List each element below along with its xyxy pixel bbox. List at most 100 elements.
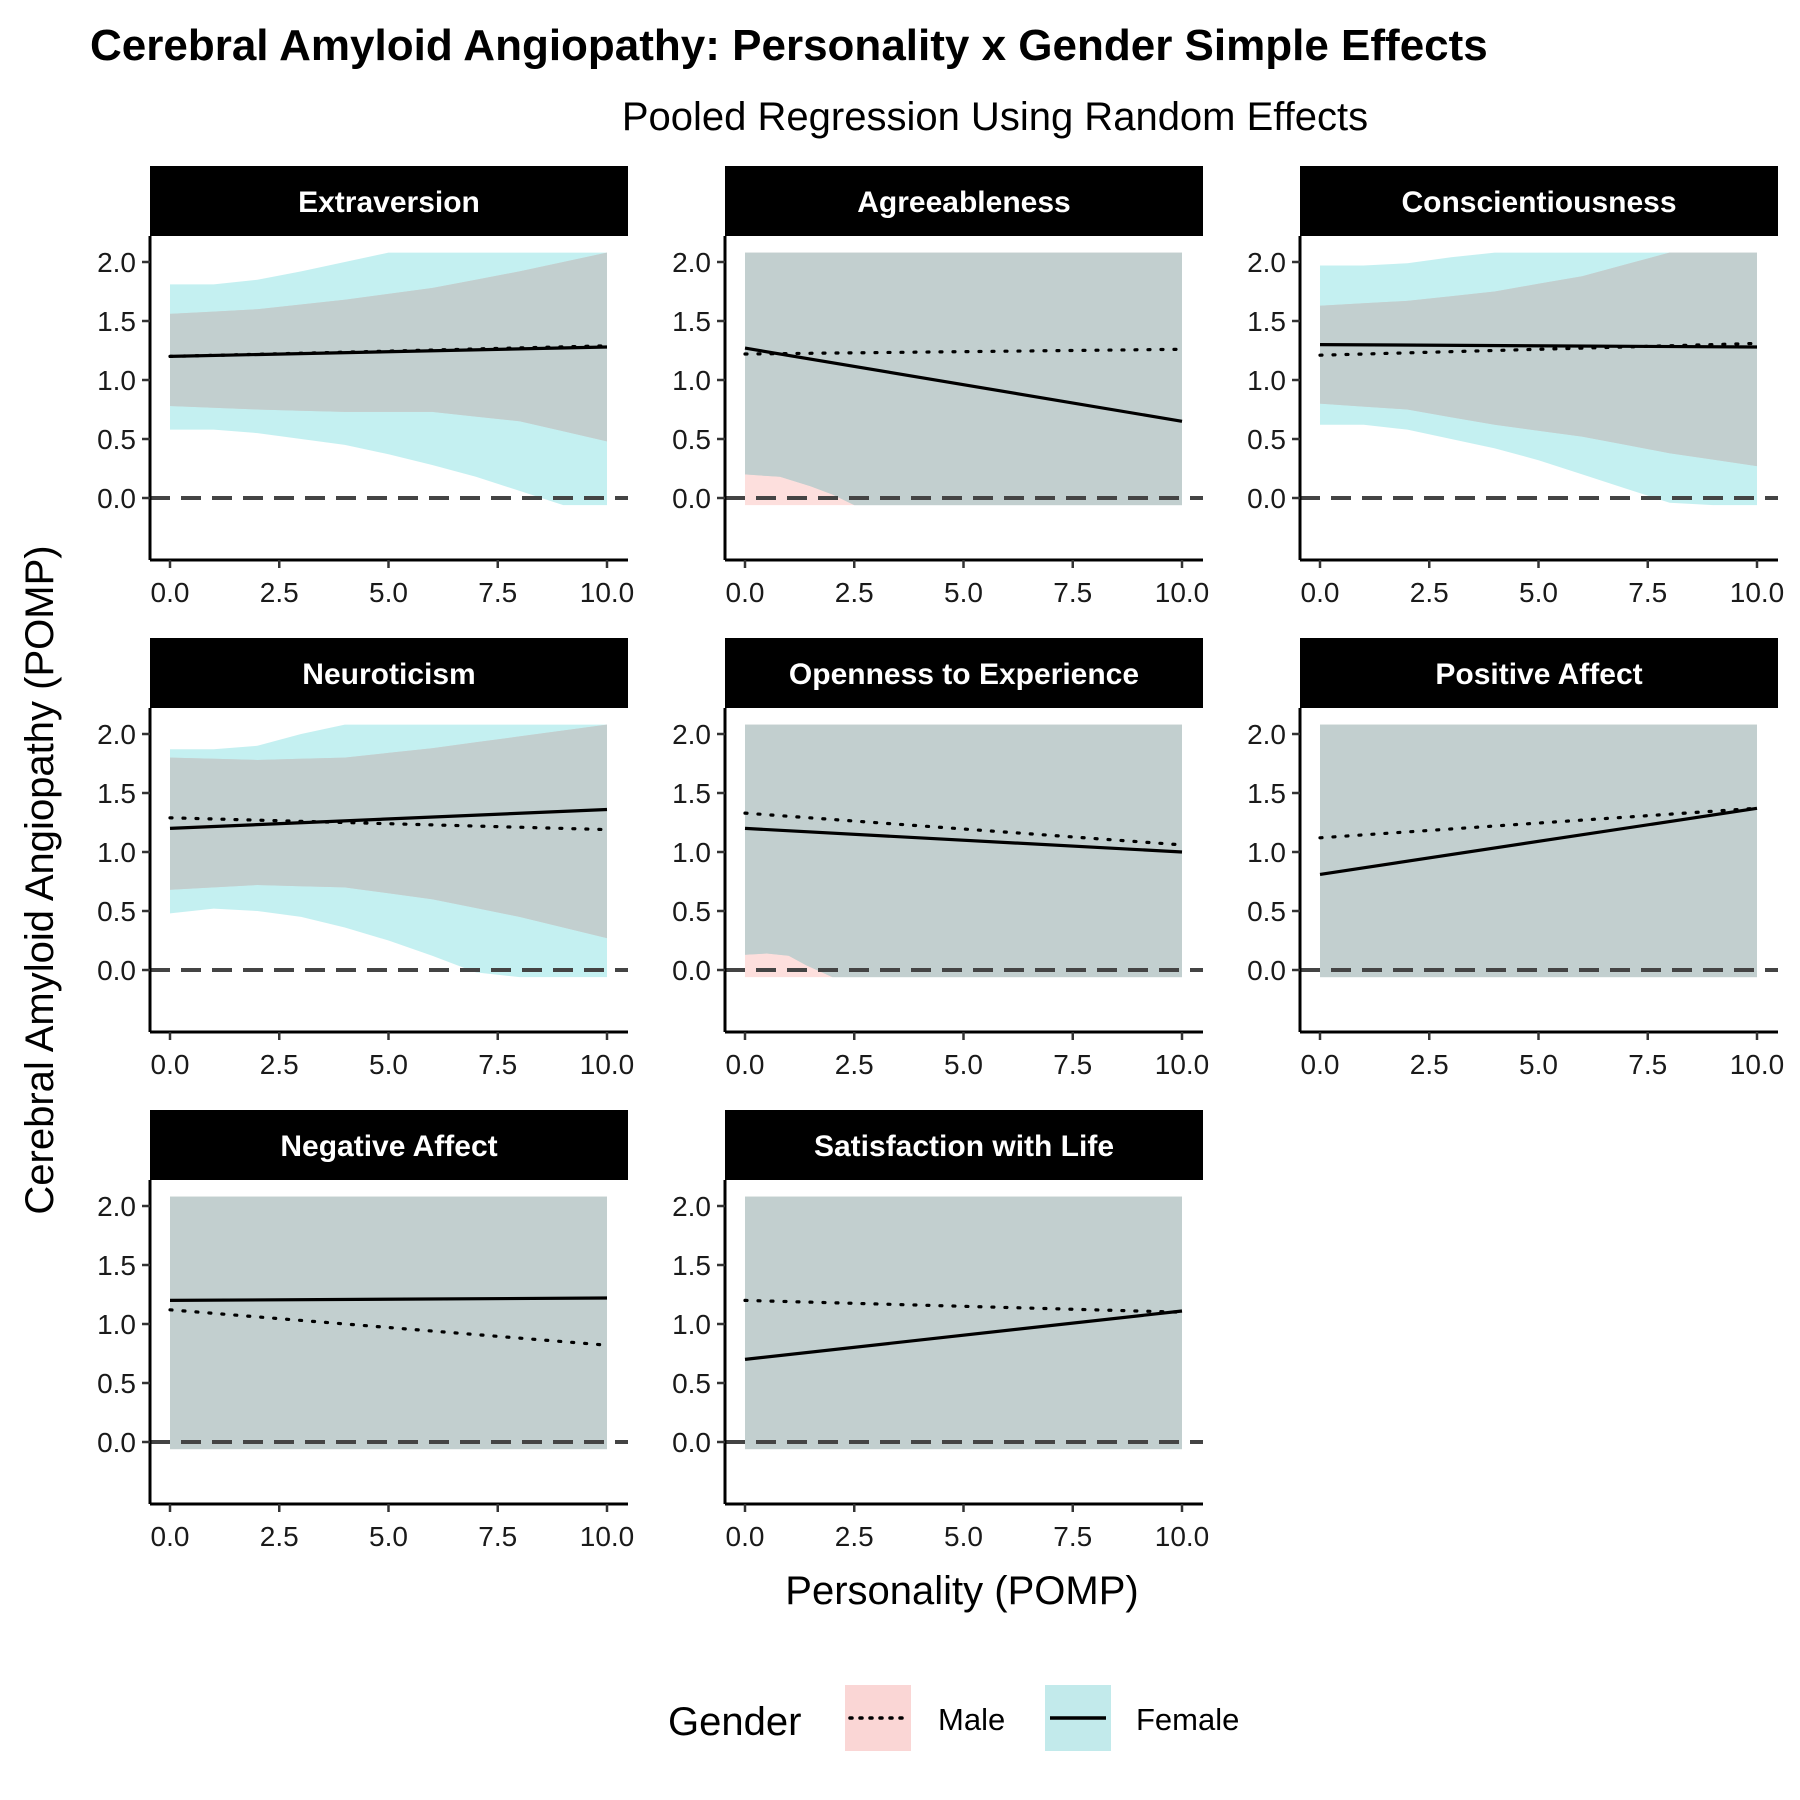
x-tick-label-agreeableness: 7.5 (1053, 577, 1092, 608)
overlap-ribbon-openness-to-experience (745, 724, 1182, 978)
x-tick-label-conscientiousness: 2.5 (1410, 577, 1449, 608)
y-tick-label-agreeableness: 0.5 (672, 424, 711, 455)
y-tick-label-agreeableness: 1.5 (672, 306, 711, 337)
y-tick-label-conscientiousness: 0.0 (1247, 483, 1286, 514)
strip-negative-affect (150, 1110, 628, 1180)
y-tick-label-satisfaction-with-life: 1.5 (672, 1250, 711, 1281)
chart-title: Cerebral Amyloid Angiopathy: Personality… (90, 21, 1488, 70)
y-tick-label-negative-affect: 2.0 (97, 1191, 136, 1222)
female-line-neuroticism (169, 807, 608, 830)
x-tick-label-conscientiousness: 7.5 (1628, 577, 1667, 608)
facet-panels: Extraversion 0.0 0.5 1.0 1.5 2.0 0.0 2.5 5.0 7.5 1… (97, 166, 1784, 1552)
y-tick-label-agreeableness: 1.0 (672, 365, 711, 396)
panel-neuroticism: Neuroticism 0.0 0.5 1.0 1.5 2.0 0.0 2.5 5.0 7.5 10… (97, 638, 634, 1080)
y-tick-label-extraversion: 0.5 (97, 424, 136, 455)
overlap-ribbon-agreeableness (745, 252, 1182, 506)
male-line-negative-affect (168, 1308, 609, 1347)
female-line-satisfaction-with-life (744, 1309, 1183, 1361)
chart-subtitle: Pooled Regression Using Random Effects (622, 95, 1368, 139)
legend-label-female: Female (1136, 1702, 1239, 1737)
x-tick-label-negative-affect: 5.0 (369, 1521, 408, 1552)
y-tick-label-satisfaction-with-life: 1.0 (672, 1309, 711, 1340)
x-tick-label-extraversion: 2.5 (260, 577, 299, 608)
female-line-positive-affect (1319, 806, 1758, 876)
panel-conscientiousness: Conscientiousness 0.0 0.5 1.0 1.5 2.0 0.0 2.5 5.… (1247, 166, 1784, 608)
male-line-agreeableness (743, 347, 1184, 356)
y-tick-label-extraversion: 0.0 (97, 483, 136, 514)
y-tick-label-neuroticism: 1.0 (97, 837, 136, 868)
strip-label-extraversion: Extraversion (298, 186, 480, 219)
strip-extraversion (150, 166, 628, 236)
y-tick-label-extraversion: 1.5 (97, 306, 136, 337)
female-line-agreeableness (744, 346, 1183, 423)
female-line-extraversion (169, 345, 608, 358)
x-tick-label-extraversion: 7.5 (478, 577, 517, 608)
x-axis-title: Personality (POMP) (785, 1569, 1138, 1613)
overlap-ribbon-positive-affect (1320, 724, 1757, 978)
overlap-ribbon-neuroticism (170, 724, 607, 939)
female-line-negative-affect (169, 1296, 608, 1303)
male-line-neuroticism (168, 816, 609, 832)
y-tick-label-openness-to-experience: 1.5 (672, 778, 711, 809)
y-tick-label-neuroticism: 1.5 (97, 778, 136, 809)
male-line-openness-to-experience (743, 811, 1184, 847)
x-tick-label-satisfaction-with-life: 2.5 (835, 1521, 874, 1552)
overlap-ribbon-extraversion (170, 252, 607, 442)
x-tick-label-neuroticism: 2.5 (260, 1049, 299, 1080)
x-tick-label-openness-to-experience: 7.5 (1053, 1049, 1092, 1080)
x-tick-label-positive-affect: 2.5 (1410, 1049, 1449, 1080)
y-tick-label-negative-affect: 1.5 (97, 1250, 136, 1281)
x-tick-label-extraversion: 10.0 (580, 577, 635, 608)
x-tick-label-conscientiousness: 0.0 (1301, 577, 1340, 608)
x-tick-label-agreeableness: 10.0 (1155, 577, 1210, 608)
x-tick-label-neuroticism: 7.5 (478, 1049, 517, 1080)
strip-label-neuroticism: Neuroticism (302, 658, 475, 691)
strip-conscientiousness (1300, 166, 1778, 236)
female-line-openness-to-experience (744, 826, 1183, 854)
y-tick-label-positive-affect: 2.0 (1247, 719, 1286, 750)
y-tick-label-neuroticism: 0.5 (97, 896, 136, 927)
female-line-conscientiousness (1319, 343, 1758, 349)
panel-agreeableness: Agreeableness 0.0 0.5 1.0 1.5 2.0 0.0 2.5 5.0 7.5… (672, 166, 1209, 608)
y-tick-label-conscientiousness: 1.5 (1247, 306, 1286, 337)
x-tick-label-satisfaction-with-life: 0.0 (726, 1521, 765, 1552)
overlap-ribbon-negative-affect (170, 1196, 607, 1450)
strip-openness-to-experience (725, 638, 1203, 708)
x-tick-label-openness-to-experience: 2.5 (835, 1049, 874, 1080)
panel-positive-affect: Positive Affect 0.0 0.5 1.0 1.5 2.0 0.0 2.5 5.0 7… (1247, 638, 1784, 1080)
y-tick-label-negative-affect: 0.5 (97, 1368, 136, 1399)
x-tick-label-negative-affect: 0.0 (151, 1521, 190, 1552)
x-tick-label-negative-affect: 7.5 (478, 1521, 517, 1552)
y-tick-label-negative-affect: 1.0 (97, 1309, 136, 1340)
y-tick-label-positive-affect: 0.5 (1247, 896, 1286, 927)
y-tick-label-positive-affect: 1.5 (1247, 778, 1286, 809)
x-tick-label-conscientiousness: 5.0 (1519, 577, 1558, 608)
overlap-ribbon-satisfaction-with-life (745, 1196, 1182, 1450)
y-tick-label-conscientiousness: 1.0 (1247, 365, 1286, 396)
y-tick-label-neuroticism: 2.0 (97, 719, 136, 750)
male-line-satisfaction-with-life (743, 1298, 1184, 1314)
x-tick-label-negative-affect: 10.0 (580, 1521, 635, 1552)
strip-label-positive-affect: Positive Affect (1435, 658, 1642, 691)
strip-neuroticism (150, 638, 628, 708)
y-tick-label-conscientiousness: 0.5 (1247, 424, 1286, 455)
y-tick-label-neuroticism: 0.0 (97, 955, 136, 986)
x-tick-label-neuroticism: 10.0 (580, 1049, 635, 1080)
y-tick-label-positive-affect: 0.0 (1247, 955, 1286, 986)
y-tick-label-conscientiousness: 2.0 (1247, 247, 1286, 278)
x-tick-label-satisfaction-with-life: 10.0 (1155, 1521, 1210, 1552)
y-tick-label-extraversion: 1.0 (97, 365, 136, 396)
y-tick-label-openness-to-experience: 2.0 (672, 719, 711, 750)
strip-agreeableness (725, 166, 1203, 236)
strip-label-negative-affect: Negative Affect (280, 1130, 497, 1163)
panel-satisfaction-with-life: Satisfaction with Life 0.0 0.5 1.0 1.5 2.0 0.0… (672, 1110, 1209, 1552)
y-tick-label-openness-to-experience: 0.5 (672, 896, 711, 927)
x-tick-label-satisfaction-with-life: 5.0 (944, 1521, 983, 1552)
x-tick-label-negative-affect: 2.5 (260, 1521, 299, 1552)
x-tick-label-positive-affect: 5.0 (1519, 1049, 1558, 1080)
legend-title: Gender (668, 1700, 801, 1744)
x-tick-label-openness-to-experience: 10.0 (1155, 1049, 1210, 1080)
y-tick-label-agreeableness: 0.0 (672, 483, 711, 514)
y-tick-label-agreeableness: 2.0 (672, 247, 711, 278)
